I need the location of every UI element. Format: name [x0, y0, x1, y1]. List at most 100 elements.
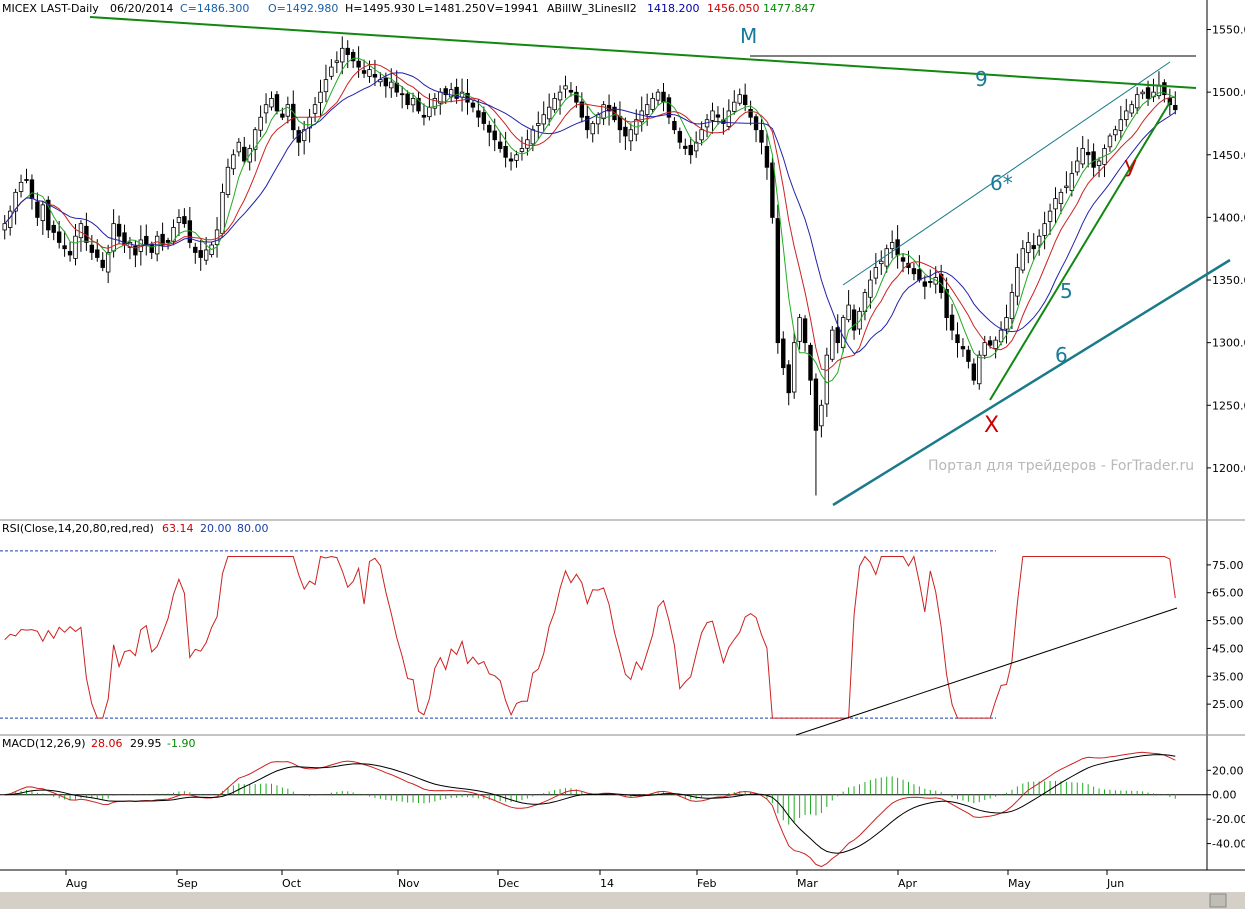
wave-label-9: 9: [975, 67, 988, 91]
candle-body: [944, 289, 949, 319]
candle-body: [530, 129, 536, 145]
wave-label-5: 5: [1060, 279, 1073, 303]
candle-body: [693, 141, 699, 152]
candle-body: [710, 110, 715, 121]
month-label: Oct: [282, 877, 302, 890]
candle-body: [372, 73, 378, 78]
rsi-tick-label: 65.00: [1212, 587, 1244, 600]
candle-body: [813, 378, 819, 431]
month-label: Dec: [498, 877, 519, 890]
header-ind-v1: 1418.200: [647, 2, 700, 15]
candle-body: [492, 130, 497, 141]
candle-body: [868, 279, 873, 298]
candle-body: [329, 66, 334, 77]
price-tick-label: 1200.00: [1212, 462, 1245, 475]
price-tick-label: 1250.00: [1212, 399, 1245, 412]
candle-body: [481, 112, 487, 124]
candle-body: [1085, 151, 1091, 156]
candle-body: [879, 260, 884, 265]
month-label: Mar: [797, 877, 818, 890]
rsi-panel: 75.00 65.00 55.00 45.00 35.00 25.00: [0, 550, 1244, 736]
macd-tick-label: 20.00: [1212, 764, 1244, 777]
candle-body: [650, 98, 655, 110]
candle-body: [715, 114, 721, 118]
candle-body: [835, 327, 840, 344]
candle-body: [269, 98, 274, 108]
candle-body: [748, 108, 753, 118]
candle-body: [399, 93, 405, 96]
candle-body: [840, 317, 846, 348]
candlesticks: [2, 36, 1178, 496]
candle-body: [40, 204, 46, 222]
candle-body: [737, 94, 742, 104]
candle-body: [133, 245, 138, 256]
candle-body: [1080, 148, 1085, 165]
candle-body: [568, 89, 574, 93]
candle-body: [791, 342, 797, 393]
wave-label-m: M: [740, 24, 757, 48]
trendline-channel-lower: [832, 258, 1231, 507]
price-tick-label: 1350.00: [1212, 274, 1245, 287]
rsi-tick-label: 45.00: [1212, 642, 1244, 655]
candle-body: [808, 344, 813, 381]
candle-body: [291, 103, 296, 131]
candle-body: [781, 338, 786, 369]
candle-body: [62, 245, 67, 250]
candle-body: [470, 102, 476, 108]
trendline-resistance: [89, 16, 1197, 89]
scrollbar-thumb[interactable]: [1209, 893, 1227, 908]
candle-body: [78, 223, 84, 239]
candle-body: [51, 224, 56, 233]
candle-body: [1145, 87, 1151, 99]
candle-body: [56, 231, 62, 243]
candle-body: [1173, 104, 1178, 111]
candle-body: [917, 269, 922, 281]
header-ind-v3: 1477.847: [763, 2, 816, 15]
candle-body: [383, 77, 389, 87]
rsi-trendline: [795, 607, 1178, 736]
candle-body: [639, 110, 644, 123]
candle-body: [367, 69, 372, 77]
macd-signal-line: [4, 754, 1176, 854]
candle-body: [323, 79, 329, 93]
month-label: Sep: [177, 877, 198, 890]
candle-body: [574, 91, 579, 103]
candle-body: [95, 249, 100, 258]
candle-body: [1053, 198, 1058, 210]
candle-body: [225, 166, 231, 195]
candle-body: [160, 233, 165, 246]
candle-body: [1026, 242, 1031, 253]
price-tick-label: 1550.00: [1212, 24, 1245, 37]
candle-body: [1042, 223, 1047, 236]
candle-body: [1047, 210, 1053, 222]
header-date: 06/20/2014: [110, 2, 173, 15]
candle-body: [786, 364, 791, 394]
price-tick-label: 1300.00: [1212, 337, 1245, 350]
candle-body: [1075, 160, 1080, 173]
candle-body: [198, 250, 203, 258]
candle-body: [252, 129, 258, 150]
candle-body: [623, 126, 628, 137]
candle-body: [193, 246, 198, 253]
candle-body: [802, 318, 808, 344]
candle-body: [683, 145, 688, 149]
candle-body: [236, 141, 242, 153]
candle-body: [563, 85, 568, 90]
macd-panel: 20.00 0.00 -20.00 -40.00: [0, 751, 1245, 868]
candle-body: [280, 113, 285, 118]
candle-body: [111, 223, 116, 252]
candle-body: [911, 268, 917, 275]
candle-body: [1156, 85, 1162, 97]
month-label: Feb: [697, 877, 716, 890]
candle-body: [732, 101, 737, 112]
candle-body: [220, 191, 225, 234]
header-ind-v2: 1456.050: [707, 2, 760, 15]
candle-body: [13, 191, 18, 212]
candle-body: [726, 110, 732, 127]
rsi-tick-label: 55.00: [1212, 615, 1244, 628]
candle-body: [770, 162, 775, 218]
candle-body: [105, 252, 111, 273]
candle-body: [350, 51, 356, 62]
candle-body: [960, 346, 966, 350]
